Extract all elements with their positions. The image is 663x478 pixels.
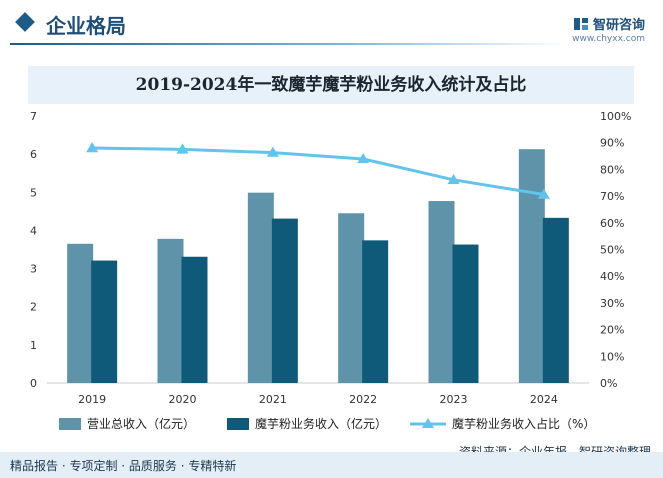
brand-name: 智研咨询: [592, 18, 645, 33]
bar-total-revenue: [67, 243, 94, 383]
legend-marker-share: [422, 418, 434, 428]
section-title: 企业格局: [46, 14, 126, 38]
y-right-tick-label: 0%: [600, 377, 617, 390]
y-left-tick-label: 5: [30, 186, 37, 199]
share-line-marker: [86, 142, 99, 153]
y-right-tick-label: 50%: [600, 244, 624, 257]
x-tick-label: 2021: [259, 393, 287, 406]
bar-total-revenue: [247, 192, 274, 383]
y-right-tick-label: 20%: [600, 324, 624, 337]
x-tick-label: 2019: [78, 393, 106, 406]
y-right-tick-label: 30%: [600, 297, 624, 310]
brand-logo-icon: [573, 16, 589, 32]
y-right-tick-label: 90%: [600, 137, 624, 150]
bar-konjac-revenue: [452, 244, 479, 383]
share-line-marker: [176, 143, 189, 154]
footer-tags: 精品报告 · 专项定制 · 品质服务 · 专精特新: [10, 459, 237, 473]
chart-title: 2019-2024年一致魔芋魔芋粉业务收入统计及占比: [135, 75, 527, 95]
bar-total-revenue: [428, 201, 455, 383]
y-right-tick-label: 60%: [600, 217, 624, 230]
y-left-tick-label: 2: [30, 301, 37, 314]
share-line-marker: [266, 146, 279, 157]
share-line-marker: [447, 173, 460, 185]
bar-konjac-revenue: [181, 256, 208, 383]
brand: 智研咨询 www.chyxx.com: [572, 14, 645, 44]
y-right-tick-label: 100%: [600, 110, 631, 123]
bar-konjac-revenue: [542, 217, 569, 383]
chart-title-box: 2019-2024年一致魔芋魔芋粉业务收入统计及占比: [28, 66, 634, 104]
footer-bar: 精品报告 · 专项定制 · 品质服务 · 专精特新: [0, 452, 663, 478]
header: 企业格局 智研咨询 www.chyxx.com: [0, 0, 663, 50]
header-divider: [10, 43, 570, 45]
y-left-tick-label: 0: [30, 377, 37, 390]
y-right-tick-label: 40%: [600, 270, 624, 283]
share-line-marker: [357, 152, 370, 164]
y-left-tick-label: 6: [30, 148, 37, 161]
bar-total-revenue: [157, 238, 184, 383]
legend-label-konjac: 魔芋粉业务收入（亿元）: [255, 416, 387, 431]
legend-swatch-total: [59, 418, 81, 430]
y-right-tick-label: 70%: [600, 190, 624, 203]
bar-konjac-revenue: [362, 240, 389, 383]
bar-konjac-revenue: [271, 218, 298, 383]
x-tick-label: 2020: [169, 393, 197, 406]
brand-url: www.chyxx.com: [572, 34, 645, 44]
legend-swatch-konjac: [227, 418, 249, 430]
bar-total-revenue: [338, 213, 365, 383]
x-tick-label: 2024: [530, 393, 558, 406]
x-tick-label: 2022: [349, 393, 377, 406]
legend-label-total: 营业总收入（亿元）: [87, 416, 195, 431]
y-left-tick-label: 4: [30, 224, 37, 237]
y-left-tick-label: 3: [30, 263, 37, 276]
legend-label-share: 魔芋粉业务收入占比（%）: [452, 416, 595, 431]
y-left-tick-label: 1: [30, 339, 37, 352]
x-tick-label: 2023: [440, 393, 468, 406]
bar-total-revenue: [518, 149, 545, 383]
bar-konjac-revenue: [91, 260, 118, 383]
share-line: [92, 146, 545, 196]
share-line-marker: [537, 188, 550, 199]
y-left-tick-label: 7: [30, 110, 37, 123]
y-right-tick-label: 10%: [600, 350, 624, 363]
y-right-tick-label: 80%: [600, 163, 624, 176]
